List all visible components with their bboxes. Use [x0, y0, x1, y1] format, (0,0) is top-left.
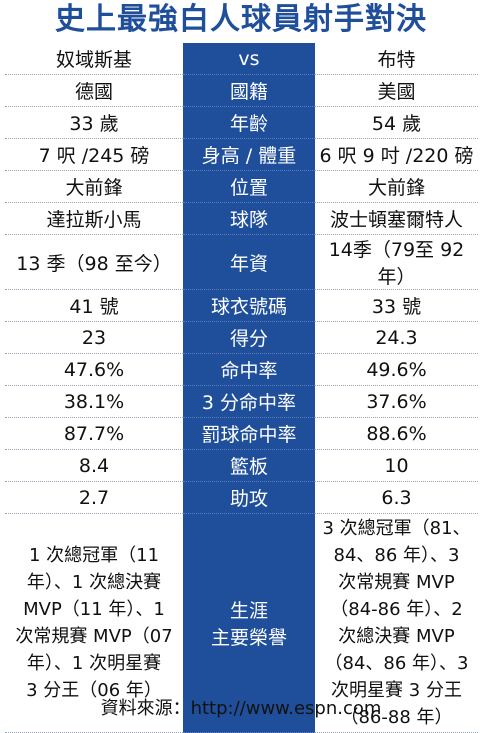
row-label: 得分	[183, 321, 315, 354]
right-cell: 33 號	[315, 289, 478, 322]
table-row: 23 得分 24.3	[5, 321, 478, 354]
row-label: 國籍	[183, 74, 315, 107]
honor-line: 年）、1 次總決賽	[26, 572, 162, 593]
row-label: 身高 / 體重	[183, 138, 315, 171]
honors-label-line1: 生涯	[229, 600, 268, 622]
left-cell: 奴域斯基	[5, 43, 183, 75]
table-row: 7 呎 /245 磅身高 / 體重 6 呎 9 吋 /220 磅	[5, 138, 478, 171]
row-label: 年齡	[183, 106, 315, 139]
honor-line: （84-86 年）、2	[330, 599, 463, 620]
table-row: 大前鋒 位置 大前鋒	[5, 170, 478, 203]
honor-line: 次常規賽 MVP（07	[15, 626, 173, 647]
table-row: 47.6% 命中率 49.6%	[5, 353, 478, 386]
table-row: 2.7 助攻 6.3	[5, 481, 478, 514]
left-cell: 德國	[5, 74, 183, 107]
left-honors-cell: 1 次總冠軍（11 年）、1 次總決賽 MVP（11 年）、1 次常規賽 MVP…	[5, 513, 183, 733]
right-cell: 54 歲	[315, 106, 478, 139]
right-cell: 布特	[315, 43, 478, 75]
honors-label-cell: 生涯 主要榮譽	[183, 513, 315, 733]
honor-line: MVP（11 年）、1	[23, 599, 165, 620]
honor-line: 1 次總冠軍（11	[28, 545, 160, 566]
left-cell: 達拉斯小馬	[5, 202, 183, 235]
left-cell: 2.7	[5, 481, 183, 514]
table-row: 奴域斯基 vs 布特	[5, 43, 478, 75]
table-row: 33 歲年齡 54 歲	[5, 106, 478, 139]
row-label: 罰球命中率	[183, 417, 315, 450]
honor-line: 年）、1 次明星賽	[26, 653, 162, 674]
right-honors-text: 3 次總冠軍（81、 84、86 年）、3 次常規賽 MVP （84-86 年）…	[315, 515, 478, 731]
table-row: 8.4 籃板 10	[5, 449, 478, 482]
right-cell: 24.3	[315, 321, 478, 354]
table-row: 達拉斯小馬 球隊 波士頓塞爾特人	[5, 202, 478, 235]
right-honors-cell: 3 次總冠軍（81、 84、86 年）、3 次常規賽 MVP （84-86 年）…	[315, 513, 478, 733]
honor-line: 次總決賽 MVP	[338, 626, 455, 647]
left-cell: 87.7%	[5, 417, 183, 450]
honor-line: 次明星賽 3 分王	[331, 680, 462, 701]
honor-line: 3 分王（06 年）	[26, 680, 162, 701]
row-label: 籃板	[183, 449, 315, 482]
right-cell: 6.3	[315, 481, 478, 514]
page-title: 史上最強白人球員射手對決	[55, 2, 427, 37]
table-row: 德國 國籍 美國	[5, 74, 478, 107]
left-cell: 47.6%	[5, 353, 183, 386]
right-cell: 49.6%	[315, 353, 478, 386]
right-cell: 美國	[315, 74, 478, 107]
left-cell: 41 號	[5, 289, 183, 322]
right-cell: 波士頓塞爾特人	[315, 202, 478, 235]
right-cell: 37.6%	[315, 385, 478, 418]
left-honors-text: 1 次總冠軍（11 年）、1 次總決賽 MVP（11 年）、1 次常規賽 MVP…	[5, 542, 183, 704]
left-cell: 23	[5, 321, 183, 354]
left-cell: 33 歲	[5, 106, 183, 139]
right-cell: 10	[315, 449, 478, 482]
table-row: 13 季（98 至今） 年資 14季（79至 92年）	[5, 234, 478, 290]
honor-line: 84、86 年）、3	[333, 545, 460, 566]
row-label: 球隊	[183, 202, 315, 235]
table-row: 38.1% 3 分命中率 37.6%	[5, 385, 478, 418]
left-cell: 7 呎 /245 磅	[5, 138, 183, 171]
row-label: 位置	[183, 170, 315, 203]
right-cell: 14季（79至 92年）	[315, 234, 478, 290]
left-cell: 13 季（98 至今）	[5, 234, 183, 290]
row-label: 年資	[183, 234, 315, 290]
row-label: 球衣號碼	[183, 289, 315, 322]
honor-line: （84、86 年）、3	[324, 653, 469, 674]
left-cell: 38.1%	[5, 385, 183, 418]
right-cell: 88.6%	[315, 417, 478, 450]
table-row: 87.7% 罰球命中率 88.6%	[5, 417, 478, 450]
honors-row: 1 次總冠軍（11 年）、1 次總決賽 MVP（11 年）、1 次常規賽 MVP…	[5, 513, 478, 733]
honor-line: 3 次總冠軍（81、	[322, 518, 471, 539]
row-label: 3 分命中率	[183, 385, 315, 418]
table-row: 41 號球衣號碼 33 號	[5, 289, 478, 322]
right-cell: 6 呎 9 吋 /220 磅	[315, 138, 478, 171]
row-label: 助攻	[183, 481, 315, 514]
left-cell: 8.4	[5, 449, 183, 482]
left-cell: 大前鋒	[5, 170, 183, 203]
row-label: vs	[183, 43, 315, 75]
right-cell: 大前鋒	[315, 170, 478, 203]
source-note: 資料來源：http://www.espn.com	[100, 698, 382, 719]
row-label: 命中率	[183, 353, 315, 386]
honors-label-line2: 主要榮譽	[210, 627, 287, 649]
comparison-table: 奴域斯基 vs 布特 德國 國籍 美國 33 歲年齡 54 歲 7 呎 /245 磅身高 …	[5, 43, 478, 733]
honor-line: 次常規賽 MVP	[338, 572, 455, 593]
